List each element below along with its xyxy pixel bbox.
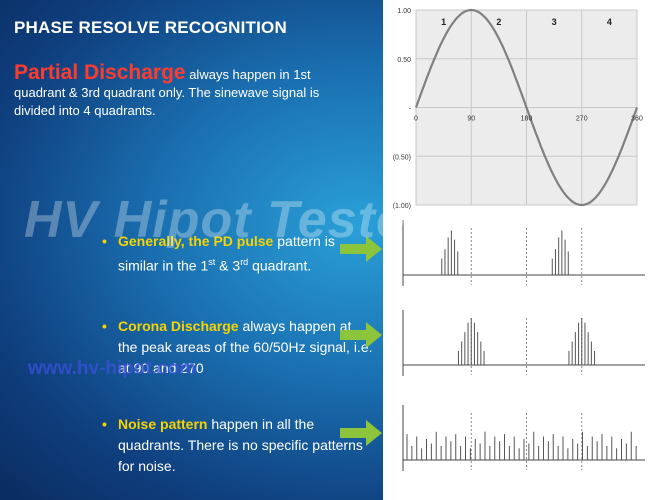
arrow-right-icon xyxy=(340,322,382,348)
bullet-highlight: Generally, the PD pulse xyxy=(118,233,274,249)
diagram-panel: 1.00 0.50 - (0.50) (1.00) 0 90 180 270 360 1 2 3 4 xyxy=(383,0,650,500)
x-tick-label: 360 xyxy=(631,116,643,123)
noise-pulse-panel xyxy=(402,405,645,471)
bullet-highlight: Noise pattern xyxy=(118,416,208,432)
x-tick-label: 270 xyxy=(576,116,588,123)
corona-pulse-panel xyxy=(402,310,645,376)
bullet-pd-pulse: • Generally, the PD pulse pattern is sim… xyxy=(102,233,335,274)
slide-left-panel: PHASE RESOLVE RECOGNITION Partial Discha… xyxy=(14,18,382,474)
arrow-right-icon xyxy=(340,420,382,446)
sine-wave-chart: 1.00 0.50 - (0.50) (1.00) 0 90 180 270 360 1 2 3 4 xyxy=(393,8,643,210)
x-tick-label: 180 xyxy=(521,116,533,123)
x-tick-label: 0 xyxy=(414,116,418,123)
y-tick-label: 0.50 xyxy=(397,57,411,64)
pd-pulse-panel xyxy=(402,220,645,286)
bullet-corona: • Corona Discharge always happen at the … xyxy=(102,318,373,376)
arrow-right-icon xyxy=(340,236,382,262)
partial-discharge-highlight: Partial Discharge xyxy=(14,61,186,84)
y-tick-label: 1.00 xyxy=(397,8,411,15)
y-tick-label: (1.00) xyxy=(393,203,411,210)
quadrant-label: 1 xyxy=(441,17,446,27)
bullet-highlight: Corona Discharge xyxy=(118,318,239,334)
intro-line3: divided into 4 quadrants. xyxy=(14,103,156,118)
intro-line2: quadrant & 3rd quadrant only. The sinewa… xyxy=(14,85,320,100)
y-tick-label: - xyxy=(409,106,412,113)
quadrant-label: 3 xyxy=(552,17,557,27)
intro-line1: always happen in 1st xyxy=(185,67,311,82)
intro-text: Partial Discharge always happen in 1st q… xyxy=(14,61,374,120)
x-tick-label: 90 xyxy=(467,116,475,123)
y-tick-label: (0.50) xyxy=(393,154,411,161)
bullet-noise: • Noise pattern happen in all the quadra… xyxy=(102,416,363,474)
slide-title: PHASE RESOLVE RECOGNITION xyxy=(14,18,287,37)
quadrant-label: 2 xyxy=(496,17,501,27)
bullet-dot: • xyxy=(102,233,107,249)
quadrant-label: 4 xyxy=(607,17,612,27)
bullet-dot: • xyxy=(102,416,107,432)
sine-wave-line xyxy=(414,8,639,207)
bullet-dot: • xyxy=(102,318,107,334)
